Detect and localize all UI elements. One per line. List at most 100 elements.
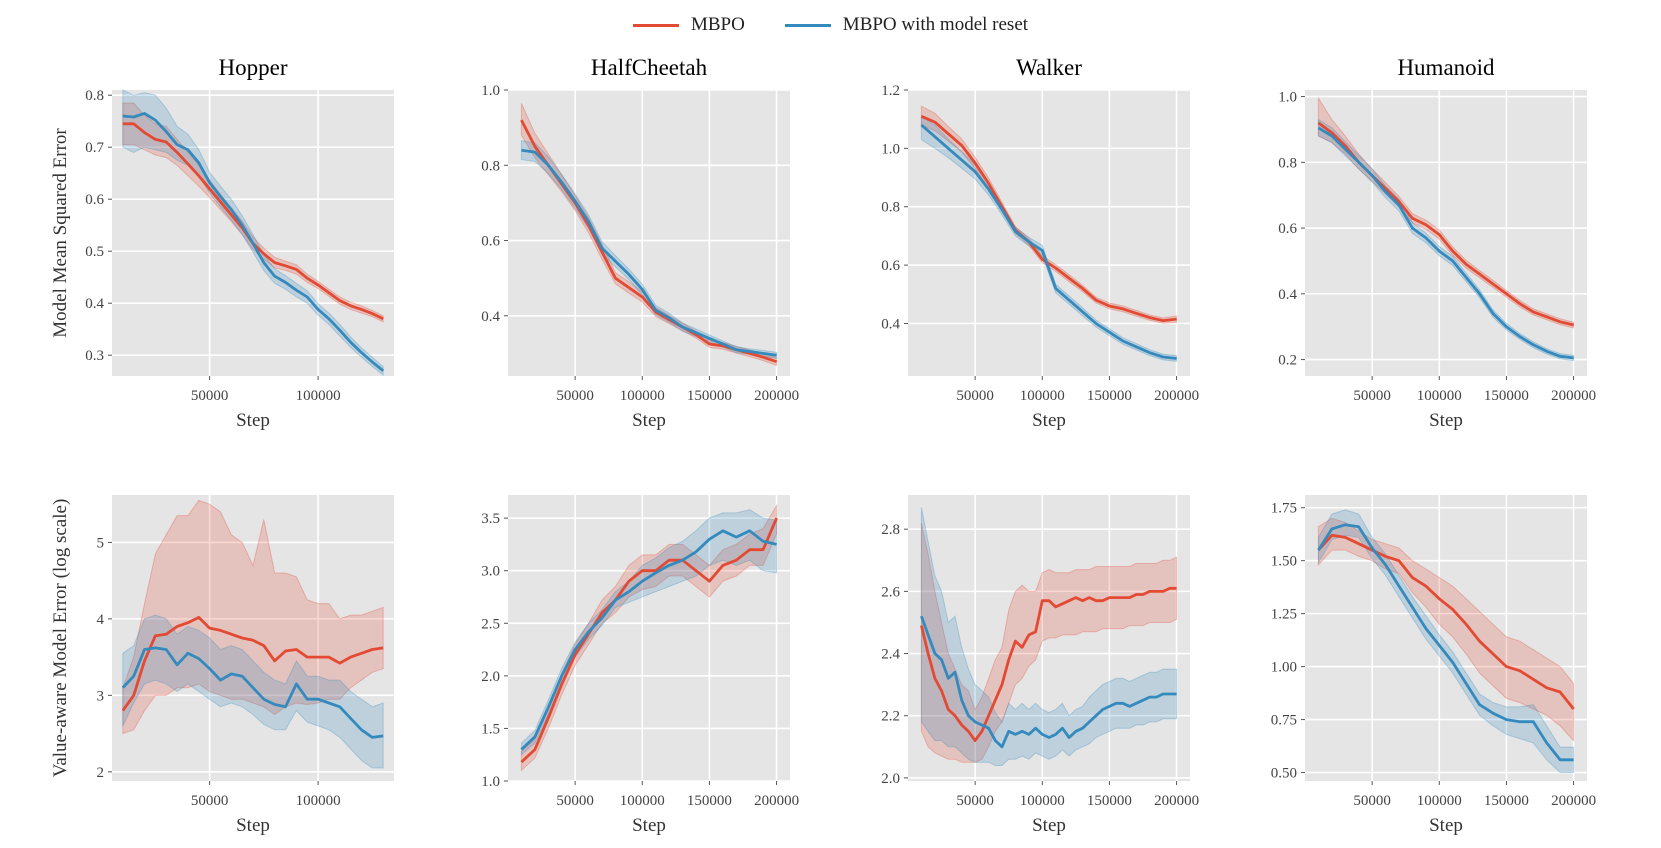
x-tick-label: 200000	[754, 388, 799, 404]
y-tick-label: 3.5	[481, 511, 500, 527]
confidence-band-reset	[520, 509, 778, 756]
series-line-reset	[920, 615, 1177, 749]
y-tick-label: 0.4	[85, 296, 104, 312]
y-tick-label: 3.0	[481, 564, 500, 580]
y-tick-label: 2.0	[881, 771, 900, 787]
subplot-title: Hopper	[219, 55, 288, 80]
legend-label-reset: MBPO with model reset	[842, 14, 1029, 35]
y-tick-label: 0.8	[1278, 155, 1297, 171]
plot-background	[1305, 90, 1587, 376]
confidence-band-mbpo	[920, 522, 1178, 763]
legend-swatch-mbpo	[632, 23, 679, 27]
x-tick-label: 150000	[1087, 388, 1132, 404]
x-tick-label: 100000	[1417, 793, 1462, 809]
y-tick-label: 0.3	[85, 348, 104, 364]
x-tick-label: 150000	[1087, 793, 1132, 809]
x-axis-label: Step	[1032, 815, 1066, 836]
series-line-mbpo	[520, 517, 778, 764]
x-tick-label: 50000	[556, 388, 594, 404]
series-line-reset	[1317, 523, 1574, 762]
x-tick-label: 100000	[620, 793, 665, 809]
x-tick-label: 100000	[1417, 388, 1462, 404]
y-tick-label: 4	[97, 612, 105, 628]
plot-background	[112, 90, 394, 376]
y-tick-label: 2.8	[881, 522, 900, 538]
y-tick-label: 0.8	[85, 88, 104, 104]
x-tick-label: 100000	[1020, 793, 1065, 809]
x-tick-label: 200000	[754, 793, 799, 809]
y-tick-label: 0.6	[481, 234, 500, 250]
series-line-mbpo	[920, 586, 1177, 742]
subplot-2: 50000 100000 150000 200000 0.4 0.6 0.8 1.0 1.2 Wa…	[881, 55, 1199, 431]
y-tick-label: 0.2	[1278, 353, 1297, 369]
x-axis-label: Step	[632, 410, 666, 431]
y-tick-label: 1.0	[881, 141, 900, 157]
x-tick-label: 150000	[1484, 793, 1529, 809]
series-line-reset	[520, 529, 777, 751]
x-tick-label: 100000	[620, 388, 665, 404]
y-tick-label: 2.4	[881, 647, 900, 663]
x-tick-label: 100000	[296, 793, 341, 809]
y-tick-label: 0.8	[481, 158, 500, 174]
confidence-band-reset	[920, 507, 1178, 766]
y-tick-label: 0.7	[85, 140, 104, 156]
x-tick-label: 50000	[191, 388, 229, 404]
subplot-7: 50000 100000 150000 200000 0.50 0.75 1.00 1.25 1…	[1271, 495, 1596, 836]
y-tick-label: 1.0	[1278, 90, 1297, 106]
subplot-6: 50000 100000 150000 200000 2.0 2.2 2.4 2.6 2.8 St…	[881, 495, 1199, 836]
subplot-4: 50000 100000 2 3 4 5 Step Value-aware Model Err…	[50, 495, 394, 836]
y-tick-label: 3	[97, 688, 105, 704]
series-line-reset	[1317, 126, 1574, 360]
y-tick-label: 5	[97, 535, 105, 551]
y-tick-label: 1.25	[1271, 607, 1297, 623]
y-tick-label: 2.2	[881, 709, 900, 725]
series-line-mbpo	[920, 115, 1177, 323]
y-tick-label: 0.4	[481, 309, 500, 325]
confidence-band-mbpo	[122, 499, 384, 735]
x-tick-label: 50000	[556, 793, 594, 809]
x-tick-label: 100000	[1020, 388, 1065, 404]
confidence-band-mbpo	[520, 102, 778, 367]
y-tick-label: 1.2	[881, 83, 900, 99]
x-tick-label: 200000	[1154, 388, 1199, 404]
x-axis-label: Step	[1429, 410, 1463, 431]
x-axis-label: Step	[236, 410, 270, 431]
y-tick-label: 0.6	[881, 258, 900, 274]
confidence-band-mbpo	[1317, 517, 1575, 742]
subplot-title: HalfCheetah	[591, 55, 708, 80]
y-tick-label: 1.0	[481, 774, 500, 790]
y-tick-label: 0.4	[1278, 287, 1297, 303]
x-axis-label: Step	[1032, 410, 1066, 431]
subplot-0: 50000 100000 0.3 0.4 0.5 0.6 0.7 0.8 Hopper Step M…	[50, 55, 394, 431]
legend-item-reset: MBPO with model reset	[784, 14, 1029, 36]
plot-background	[908, 90, 1190, 376]
y-tick-label: 0.50	[1271, 766, 1297, 782]
plot-background	[508, 90, 790, 376]
y-tick-label: 2.5	[481, 616, 500, 632]
y-axis-label: Model Mean Squared Error	[50, 128, 71, 338]
series-line-mbpo	[1317, 533, 1575, 710]
x-tick-label: 200000	[1551, 388, 1596, 404]
x-tick-label: 200000	[1154, 793, 1199, 809]
x-tick-label: 150000	[687, 793, 732, 809]
series-line-mbpo	[121, 616, 384, 712]
series-line-reset	[122, 112, 385, 372]
series-line-reset	[920, 123, 1177, 360]
y-tick-label: 2.0	[481, 669, 500, 685]
y-tick-label: 1.00	[1271, 660, 1297, 676]
y-tick-label: 1.75	[1271, 501, 1297, 517]
confidence-band-mbpo	[122, 102, 384, 323]
legend-swatch-reset	[784, 23, 831, 27]
subplot-title: Humanoid	[1397, 55, 1495, 80]
x-tick-label: 50000	[191, 793, 229, 809]
series-line-reset	[121, 646, 384, 739]
y-tick-label: 1.0	[481, 83, 500, 99]
subplot-5: 50000 100000 150000 200000 1.0 1.5 2.0 2.5 3.0 3.…	[481, 495, 799, 836]
x-tick-label: 50000	[956, 388, 994, 404]
subplot-1: 50000 100000 150000 200000 0.4 0.6 0.8 1.0 HalfC…	[481, 55, 799, 431]
y-tick-label: 1.5	[481, 721, 500, 737]
x-tick-label: 50000	[1353, 388, 1391, 404]
x-axis-label: Step	[236, 815, 270, 836]
legend-item-mbpo: MBPO	[632, 14, 745, 36]
x-tick-label: 50000	[1353, 793, 1391, 809]
